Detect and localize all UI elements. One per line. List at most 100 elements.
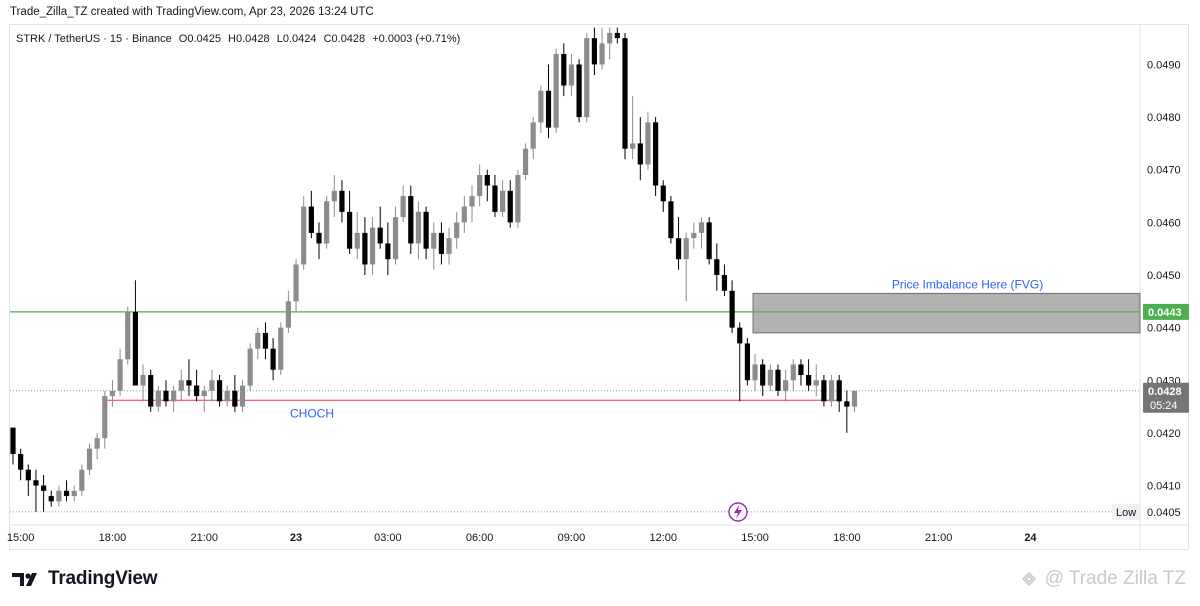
candle-down[interactable] xyxy=(423,211,429,249)
candle-up[interactable] xyxy=(584,38,590,118)
candle-down[interactable] xyxy=(10,427,16,454)
candle-up[interactable] xyxy=(522,148,529,175)
candle-up[interactable] xyxy=(56,490,62,502)
candle-up[interactable] xyxy=(828,380,835,402)
candle-up[interactable] xyxy=(331,190,337,202)
candle-down[interactable] xyxy=(675,238,682,260)
candle-down[interactable] xyxy=(576,64,582,118)
candle-up[interactable] xyxy=(691,232,697,239)
candle-down[interactable] xyxy=(844,401,850,407)
candle-up[interactable] xyxy=(607,32,613,44)
candle-down[interactable] xyxy=(385,243,391,260)
candle-down[interactable] xyxy=(821,380,827,402)
candle-down[interactable] xyxy=(163,390,169,402)
candle-up[interactable] xyxy=(530,122,536,149)
candle-down[interactable] xyxy=(653,122,659,186)
candle-down[interactable] xyxy=(41,485,47,491)
candle-up[interactable] xyxy=(293,264,299,302)
candle-down[interactable] xyxy=(148,375,154,407)
candle-down[interactable] xyxy=(25,469,31,481)
candle-up[interactable] xyxy=(469,196,475,207)
candle-up[interactable] xyxy=(224,390,230,402)
tradingview-brand[interactable]: TradingView xyxy=(12,568,158,590)
candle-down[interactable] xyxy=(561,53,567,86)
candle-down[interactable] xyxy=(744,343,750,381)
candle-down[interactable] xyxy=(216,380,223,402)
candle-up[interactable] xyxy=(431,232,437,249)
candle-up[interactable] xyxy=(109,390,116,397)
candle-up[interactable] xyxy=(278,327,284,370)
candle-up[interactable] xyxy=(79,469,85,491)
candle-down[interactable] xyxy=(63,490,70,497)
candle-up[interactable] xyxy=(813,380,819,386)
candle-down[interactable] xyxy=(507,190,513,223)
candle-up[interactable] xyxy=(301,206,307,265)
candle-up[interactable] xyxy=(446,238,452,254)
candle-down[interactable] xyxy=(132,311,138,386)
candle-down[interactable] xyxy=(714,259,720,275)
candle-up[interactable] xyxy=(461,206,467,223)
candle-up[interactable] xyxy=(599,43,605,65)
candle-down[interactable] xyxy=(775,369,781,391)
candle-up[interactable] xyxy=(454,222,460,239)
candle-up[interactable] xyxy=(515,175,521,223)
candle-down[interactable] xyxy=(721,275,728,291)
candle-down[interactable] xyxy=(622,38,628,149)
candle-down[interactable] xyxy=(362,232,368,265)
candle-up[interactable] xyxy=(630,143,636,149)
candle-up[interactable] xyxy=(683,238,689,260)
candle-up[interactable] xyxy=(500,190,506,212)
candle-up[interactable] xyxy=(354,232,360,249)
candle-down[interactable] xyxy=(806,375,812,386)
candle-down[interactable] xyxy=(270,348,276,370)
candle-up[interactable] xyxy=(645,122,651,165)
candle-up[interactable] xyxy=(568,64,575,86)
candle-down[interactable] xyxy=(308,206,314,233)
symbol-name[interactable]: STRK / TetherUS · 15 · Binance xyxy=(16,33,172,45)
candle-down[interactable] xyxy=(484,175,490,186)
candle-up[interactable] xyxy=(86,448,93,470)
candle-down[interactable] xyxy=(377,227,383,244)
candle-up[interactable] xyxy=(400,196,406,218)
candle-up[interactable] xyxy=(369,227,376,265)
candle-up[interactable] xyxy=(324,201,330,244)
candle-up[interactable] xyxy=(415,211,422,244)
candle-down[interactable] xyxy=(408,196,414,244)
candle-down[interactable] xyxy=(706,222,712,260)
candle-up[interactable] xyxy=(71,490,77,497)
candle-down[interactable] xyxy=(48,496,54,502)
candle-down[interactable] xyxy=(186,380,192,386)
candle-up[interactable] xyxy=(285,301,291,328)
candle-down[interactable] xyxy=(194,385,200,397)
candle-up[interactable] xyxy=(117,359,123,391)
candle-up[interactable] xyxy=(201,390,207,397)
candle-up[interactable] xyxy=(247,348,253,386)
candle-up[interactable] xyxy=(783,380,789,391)
candle-down[interactable] xyxy=(33,480,39,486)
candle-up[interactable] xyxy=(155,390,161,407)
candle-down[interactable] xyxy=(545,90,552,128)
candle-down[interactable] xyxy=(798,364,804,375)
candle-down[interactable] xyxy=(668,201,674,239)
candle-up[interactable] xyxy=(239,385,246,407)
candle-up[interactable] xyxy=(209,380,215,391)
price-chart[interactable]: 0.0490 0.0480 0.0470 0.0460 0.0450 0.0440 0.04… xyxy=(0,0,1200,560)
candle-down[interactable] xyxy=(438,232,444,254)
candle-up[interactable] xyxy=(392,217,399,260)
candle-up[interactable] xyxy=(698,222,705,233)
candle-up[interactable] xyxy=(752,364,758,381)
candle-down[interactable] xyxy=(262,332,269,349)
candle-up[interactable] xyxy=(140,375,146,386)
candle-down[interactable] xyxy=(232,390,238,407)
candle-up[interactable] xyxy=(171,390,177,402)
candle-down[interactable] xyxy=(614,32,620,39)
candle-down[interactable] xyxy=(760,364,766,386)
candle-up[interactable] xyxy=(477,175,483,197)
candle-down[interactable] xyxy=(591,38,597,65)
candle-up[interactable] xyxy=(178,380,184,391)
candle-up[interactable] xyxy=(94,438,100,449)
candle-down[interactable] xyxy=(316,232,322,244)
candle-up[interactable] xyxy=(538,90,544,123)
fvg-zone[interactable] xyxy=(752,292,1141,334)
candle-up[interactable] xyxy=(255,332,261,349)
